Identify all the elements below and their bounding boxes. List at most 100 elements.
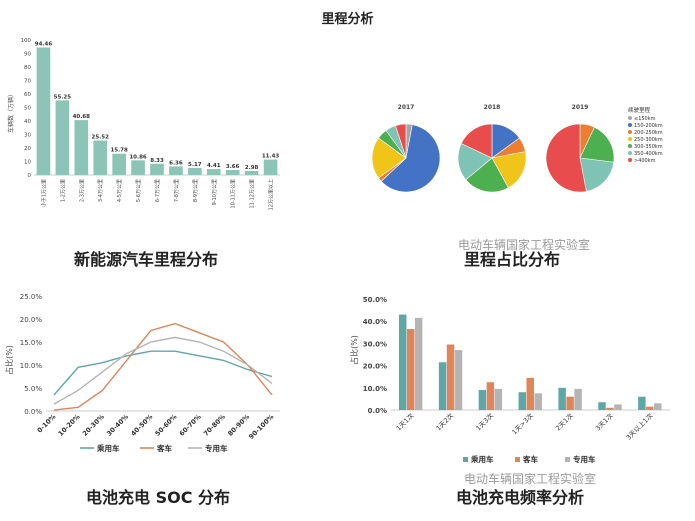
y-tick-label: 10.0% <box>363 385 387 393</box>
legend-swatch <box>565 457 570 462</box>
data-label: 8.33 <box>150 158 164 164</box>
bar <box>574 388 582 410</box>
bar <box>398 314 407 410</box>
x-tick-label: 40-50% <box>129 412 154 437</box>
pie-year-label: 2017 <box>398 104 415 111</box>
watermark-top: 电动车辆国家工程实验室 <box>458 238 591 252</box>
mileage-bar-chart: 0 10 20 30 40 50 60 70 80 90 100 94.46 55.25 40.68 25… <box>7 38 280 210</box>
soc-axes: 0.0% 5.0% 10.0% 15.0% 20.0% 25.0% <box>20 293 280 416</box>
pie-year-label: 2018 <box>484 104 501 111</box>
data-label: 3.66 <box>226 164 240 170</box>
mileage-bars <box>36 47 278 175</box>
y-tick-label: 25.0% <box>20 293 43 301</box>
data-label: 5.17 <box>188 162 202 168</box>
bar <box>406 328 415 410</box>
y-tick-label: 20 <box>24 146 31 152</box>
legend-label: 200-250km <box>634 130 663 136</box>
bar <box>438 362 447 410</box>
bar <box>225 170 240 175</box>
bar <box>131 160 145 175</box>
legend-label: 客车 <box>156 443 172 453</box>
data-label: 10.86 <box>129 154 147 160</box>
x-tick-label: 1天2次 <box>434 411 456 433</box>
data-label: 4.41 <box>207 163 221 169</box>
pie-year-label: 2019 <box>572 104 589 111</box>
watermark-bottom: 电动车辆国家工程实验室 <box>464 472 597 486</box>
x-tick-label: 4-5万公里 <box>117 179 123 202</box>
x-tick-label: 50-60% <box>154 412 179 437</box>
pie-slice <box>579 157 615 192</box>
bar <box>518 392 527 410</box>
legend-label: 250-300km <box>634 137 663 143</box>
range-chart-caption: 里程占比分布 <box>464 250 561 269</box>
pie-slice <box>460 123 493 159</box>
y-tick-label: 30 <box>24 133 31 139</box>
x-tick-label: 10-20% <box>57 412 82 437</box>
frequency-x-ticks: 1天1次 1天2次 1天3次 1天>3次 2天1次 3天1次 3天以上1次 <box>394 411 655 442</box>
y-tick-label: 0.0% <box>24 408 42 416</box>
legend-label: 乘用车 <box>96 443 120 453</box>
y-tick-label: 30.0% <box>363 340 387 348</box>
legend-label: 300-350km <box>634 144 663 150</box>
bar <box>244 170 259 175</box>
bar <box>526 377 534 410</box>
pie-slice <box>380 124 441 193</box>
y-tick-label: 10.0% <box>20 362 43 370</box>
legend-label: 150-200km <box>634 123 663 129</box>
legend-swatch <box>463 457 468 462</box>
y-tick-label: 20.0% <box>20 316 43 324</box>
legend-title: 续驶里程 <box>628 106 651 114</box>
x-tick-label: 9-10万公里 <box>212 179 218 205</box>
bar <box>534 393 542 410</box>
soc-x-ticks: 0-10% 10-20% 20-30% 30-40% 40-50% 50-60% 60-70… <box>36 412 276 441</box>
legend-label: 专用车 <box>573 454 596 464</box>
soc-line-chart: 0.0% 5.0% 10.0% 15.0% 20.0% 25.0% 0-10% 10-20%… <box>4 293 280 453</box>
data-label: 55.25 <box>54 94 72 100</box>
x-tick-label: 3天1次 <box>593 411 615 433</box>
frequency-bars <box>398 314 662 410</box>
bar <box>74 120 89 175</box>
bar <box>263 159 278 175</box>
bar <box>646 406 654 410</box>
soc-y-axis-label: 占比(%) <box>4 345 14 375</box>
bar <box>606 407 614 410</box>
x-tick-label: 小于1万公里 <box>40 179 47 207</box>
series-line <box>53 322 273 411</box>
y-tick-label: 50.0% <box>363 296 387 304</box>
legend-swatch <box>515 457 520 462</box>
soc-legend: 乘用车 客车 专用车 <box>80 443 228 453</box>
legend-swatch <box>628 116 632 120</box>
range-legend: 续驶里程 ≤150km150-200km200-250km250-300km300… <box>628 106 663 164</box>
bar <box>654 403 662 410</box>
bar <box>558 387 566 410</box>
frequency-chart-caption: 电池充电频率分析 <box>456 488 585 507</box>
pie-slice <box>371 137 407 179</box>
y-tick-label: 0 <box>28 173 32 179</box>
y-tick-label: 0.0% <box>368 407 387 415</box>
bar <box>638 396 646 410</box>
bar <box>414 317 423 410</box>
legend-label: ≤150km <box>634 116 656 122</box>
bar <box>206 169 221 175</box>
bar <box>55 100 70 175</box>
bar <box>494 388 503 410</box>
frequency-y-axis-label: 占比(%) <box>349 335 359 365</box>
mileage-x-ticks: 小于1万公里 1-2万公里 2-3万公里 3-4万公里 4-5万公里 5-6万公里 6-7万… <box>40 179 274 210</box>
bar <box>188 168 202 175</box>
y-tick-label: 5.0% <box>24 385 42 393</box>
pie-slice <box>395 123 407 159</box>
legend-label: >400km <box>634 158 656 164</box>
x-tick-label: 20-30% <box>81 412 106 437</box>
bar <box>169 166 183 175</box>
legend-swatch <box>628 123 632 127</box>
x-tick-label: 12万公里以上 <box>268 179 275 210</box>
x-tick-label: 1天>3次 <box>510 411 536 437</box>
x-tick-label: 11-12万公里 <box>250 179 256 209</box>
range-pies: 2017 2018 2019 <box>371 104 615 193</box>
pie-slice <box>491 151 527 189</box>
bar <box>598 402 606 410</box>
y-tick-label: 50 <box>24 106 31 112</box>
x-tick-label: 2天1次 <box>553 411 575 433</box>
series-line <box>53 336 273 405</box>
